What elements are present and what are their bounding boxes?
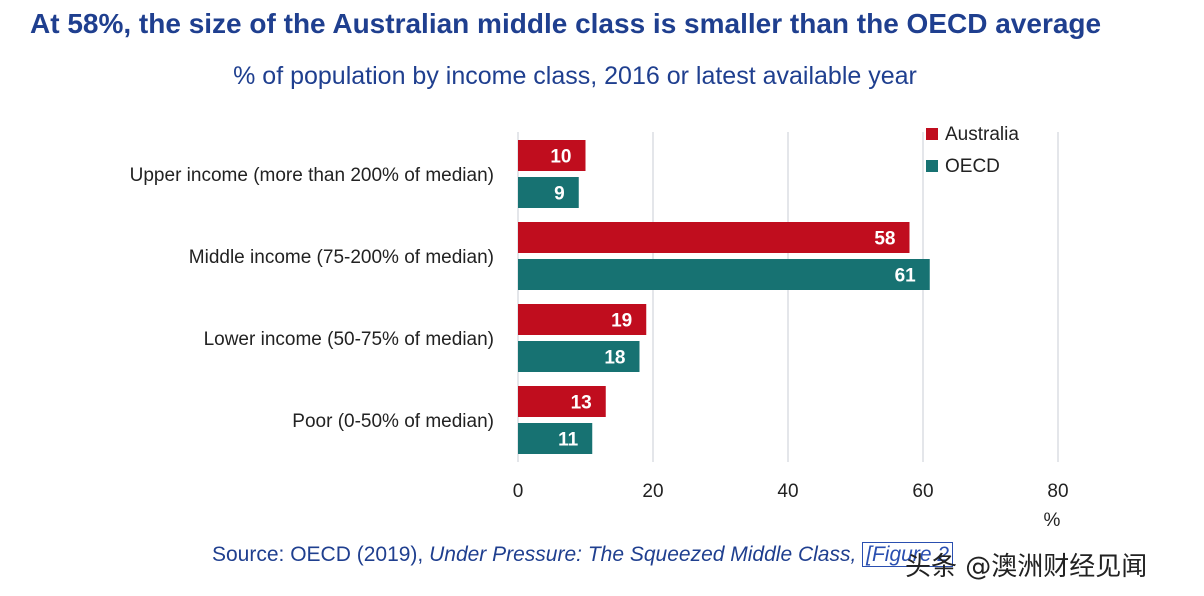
source-prefix: Source: OECD (2019), <box>212 543 430 566</box>
data-label: 13 <box>571 393 592 414</box>
legend-label: OECD <box>945 156 1000 177</box>
bar-oecd-2 <box>518 341 640 372</box>
watermark: 头条 @澳洲财经见闻 <box>905 552 1148 582</box>
legend-swatch-australia <box>926 128 938 140</box>
bar-oecd-3 <box>518 423 593 454</box>
chart-subtitle: % of population by income class, 2016 or… <box>233 62 917 90</box>
category-label: Upper income (more than 200% of median) <box>130 165 494 186</box>
bar-oecd-0 <box>518 177 579 208</box>
bar-australia-1 <box>518 222 910 253</box>
legend-swatch-oecd <box>926 160 938 172</box>
data-label: 61 <box>895 266 917 287</box>
source-title: Under Pressure: The Squeezed Middle Clas… <box>429 543 863 566</box>
category-label: Poor (0-50% of median) <box>292 411 494 432</box>
x-tick-label: 80 <box>1047 481 1068 502</box>
category-label: Lower income (50-75% of median) <box>204 329 494 350</box>
data-label: 19 <box>611 311 632 332</box>
legend-label: Australia <box>945 124 1019 145</box>
x-tick-label: 60 <box>912 481 933 502</box>
data-label: 58 <box>874 229 895 250</box>
x-axis-label: % <box>1044 510 1061 531</box>
data-label: 9 <box>554 184 565 205</box>
source-note: Source: OECD (2019), Under Pressure: The… <box>212 542 954 567</box>
data-label: 11 <box>558 430 579 451</box>
x-tick-label: 40 <box>777 481 798 502</box>
x-tick-label: 20 <box>642 481 663 502</box>
bar-oecd-1 <box>518 259 930 290</box>
x-tick-label: 0 <box>513 481 524 502</box>
bar-australia-3 <box>518 386 606 417</box>
data-label: 10 <box>550 147 571 168</box>
category-label: Middle income (75-200% of median) <box>189 247 494 268</box>
chart-title: At 58%, the size of the Australian middl… <box>30 8 1102 39</box>
bar-australia-2 <box>518 304 647 335</box>
bar-australia-0 <box>518 140 586 171</box>
data-label: 18 <box>604 348 625 369</box>
figure-link[interactable]: [Figure 2 <box>862 542 954 567</box>
